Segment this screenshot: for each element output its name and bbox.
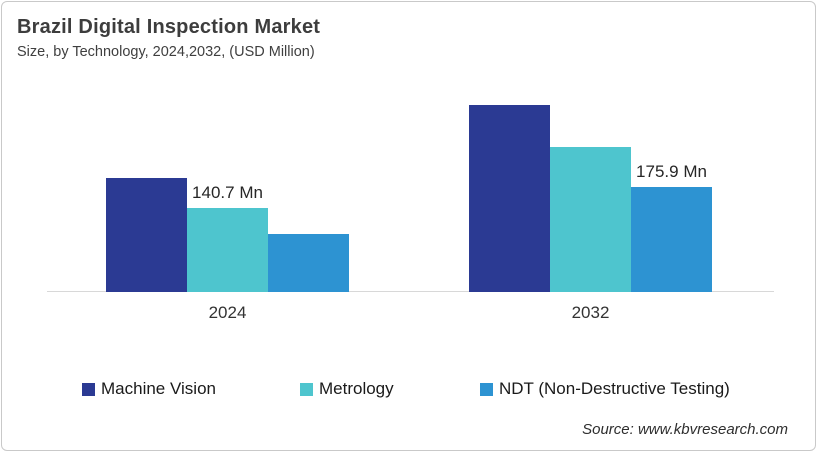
legend-swatch-metrology (300, 382, 313, 396)
legend-item-metrology: Metrology (300, 379, 394, 398)
legend-label-metrology: Metrology (319, 379, 394, 398)
chart-subtitle: Size, by Technology, 2024,2032, (USD Mil… (17, 44, 315, 60)
legend-item-machine-vision: Machine Vision (82, 379, 216, 398)
legend-label-ndt: NDT (Non-Destructive Testing) (499, 379, 730, 398)
chart-title: Brazil Digital Inspection Market (17, 16, 321, 38)
x-axis-line (47, 291, 774, 292)
data-label-ndt-non-destructive-testing-2032: 175.9 Mn (636, 162, 707, 181)
x-axis-label-2032: 2032 (571, 303, 610, 322)
legend-swatch-ndt (480, 382, 493, 396)
bar-ndt-non-destructive-testing-2024 (268, 234, 349, 292)
data-label-metrology-2024: 140.7 Mn (192, 183, 263, 202)
legend-item-ndt: NDT (Non-Destructive Testing) (480, 379, 730, 398)
bar-metrology-2032 (550, 147, 631, 292)
bar-metrology-2024 (187, 208, 268, 292)
bar-machine-vision-2032 (469, 105, 550, 292)
bar-ndt-non-destructive-testing-2032 (631, 187, 712, 292)
legend-swatch-machine-vision (82, 382, 95, 396)
legend-label-machine-vision: Machine Vision (101, 379, 216, 398)
x-axis-label-2024: 2024 (208, 303, 247, 322)
source-credit: Source: www.kbvresearch.com (582, 421, 788, 438)
bar-machine-vision-2024 (106, 178, 187, 292)
